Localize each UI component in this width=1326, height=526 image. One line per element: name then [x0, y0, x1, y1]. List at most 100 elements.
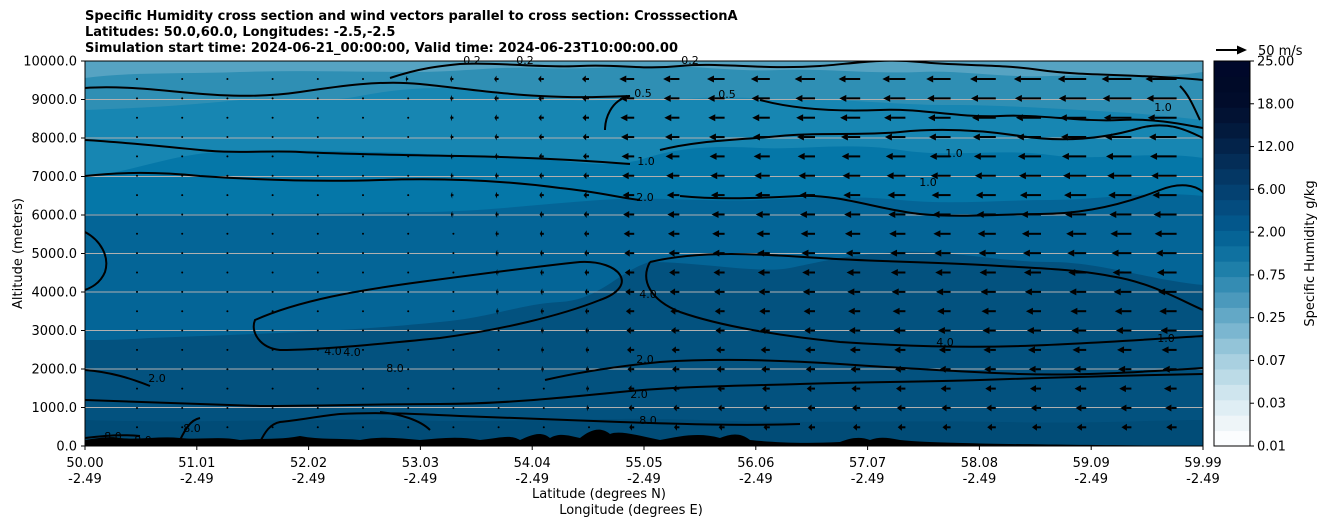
wind-vector [973, 152, 996, 160]
colorbar-segment [1214, 322, 1250, 339]
wind-vector [449, 75, 454, 83]
wind-vector [937, 307, 951, 315]
wind-vector [710, 172, 725, 180]
wind-vector [541, 346, 544, 354]
wind-vector [407, 348, 410, 351]
wind-vector [706, 75, 725, 83]
wind-vector [136, 194, 138, 197]
wind-vector [362, 271, 364, 274]
wind-vector [136, 155, 138, 158]
contour-label: 8.0 [134, 434, 152, 447]
contour-label: 4.0 [324, 345, 342, 358]
wind-vector [362, 194, 364, 197]
wind-vector [669, 288, 680, 296]
wind-vector [663, 94, 680, 102]
colorbar-segment [1214, 353, 1250, 370]
contour-label: 4.0 [343, 346, 361, 359]
wind-vector [226, 290, 229, 293]
wind-vector [362, 348, 364, 351]
wind-vector [540, 327, 544, 335]
wind-vector [1159, 307, 1177, 315]
wind-vector [226, 426, 229, 429]
title-line-2: Latitudes: 50.0,60.0, Longitudes: -2.5,-… [85, 25, 396, 40]
colorbar-segment [1214, 91, 1250, 108]
wind-vector [271, 310, 274, 313]
wind-vector [583, 191, 589, 199]
colorbar-tick-label: 0.25 [1257, 311, 1286, 326]
wind-vector [362, 310, 364, 313]
wind-vector [271, 387, 274, 390]
wind-vector [1072, 346, 1087, 354]
wind-vector [752, 114, 770, 122]
quiver-key-arrowhead [1237, 45, 1247, 55]
terrain [85, 429, 1203, 446]
wind-vector [539, 249, 544, 257]
wind-vector [845, 249, 861, 257]
wind-vector [452, 387, 455, 390]
wind-vector [271, 232, 274, 235]
wind-vector [407, 426, 410, 429]
wind-vector [136, 310, 138, 313]
wind-vector [538, 75, 544, 83]
wind-vector [623, 230, 635, 238]
wind-vector [851, 385, 861, 393]
wind-vector [1160, 327, 1177, 335]
wind-vector [226, 232, 229, 235]
wind-vector [226, 213, 229, 216]
wind-vector [846, 269, 861, 276]
wind-vector [497, 406, 500, 409]
wind-vector [987, 423, 996, 431]
wind-vector [316, 387, 319, 390]
wind-vector [540, 288, 544, 296]
wind-vector [970, 75, 996, 83]
wind-vector [625, 288, 635, 296]
wind-vector [1030, 404, 1041, 412]
colorbar-segment [1214, 61, 1250, 77]
contour-label: 0.5 [718, 88, 736, 101]
wind-vector [1061, 152, 1087, 160]
wind-vector [972, 133, 996, 141]
wind-vector [756, 230, 770, 238]
wind-vector [540, 307, 544, 315]
wind-vector [316, 310, 319, 313]
wind-vector [136, 232, 138, 235]
wind-vector [1107, 172, 1132, 180]
wind-vector [494, 114, 499, 122]
wind-vector [136, 271, 138, 274]
wind-vector [980, 288, 996, 296]
wind-vector [497, 387, 500, 390]
wind-vector [538, 133, 544, 141]
wind-vector [802, 269, 815, 276]
x-tick-lon-label: -2.49 [627, 472, 661, 487]
contour-4b [252, 260, 623, 352]
wind-vector [181, 387, 184, 390]
wind-vector [362, 213, 364, 216]
wind-vector [497, 348, 500, 351]
wind-vector [407, 387, 410, 390]
wind-vector [883, 94, 906, 102]
wind-vector [838, 75, 861, 83]
wind-vector [271, 213, 274, 216]
wind-vector [667, 230, 680, 238]
wind-vector [450, 172, 454, 180]
wind-vector [495, 249, 499, 257]
wind-vector [663, 75, 680, 83]
wind-vector [362, 136, 364, 139]
wind-vector [852, 404, 861, 412]
wind-vector [181, 290, 184, 293]
colorbar-tick-label: 12.00 [1257, 140, 1294, 155]
wind-vector [755, 210, 770, 218]
wind-vector [940, 385, 951, 393]
wind-vector [407, 252, 410, 255]
colorbar-segment [1214, 276, 1250, 293]
wind-vector [496, 307, 499, 315]
wind-vector [937, 327, 951, 335]
wind-vector [672, 365, 680, 373]
wind-vector [800, 230, 815, 238]
wind-vector [136, 387, 138, 390]
wind-vector [979, 269, 996, 276]
wind-vector [981, 307, 996, 315]
wind-vector [407, 232, 410, 235]
wind-vector [839, 94, 861, 102]
wind-vector [1150, 152, 1177, 160]
